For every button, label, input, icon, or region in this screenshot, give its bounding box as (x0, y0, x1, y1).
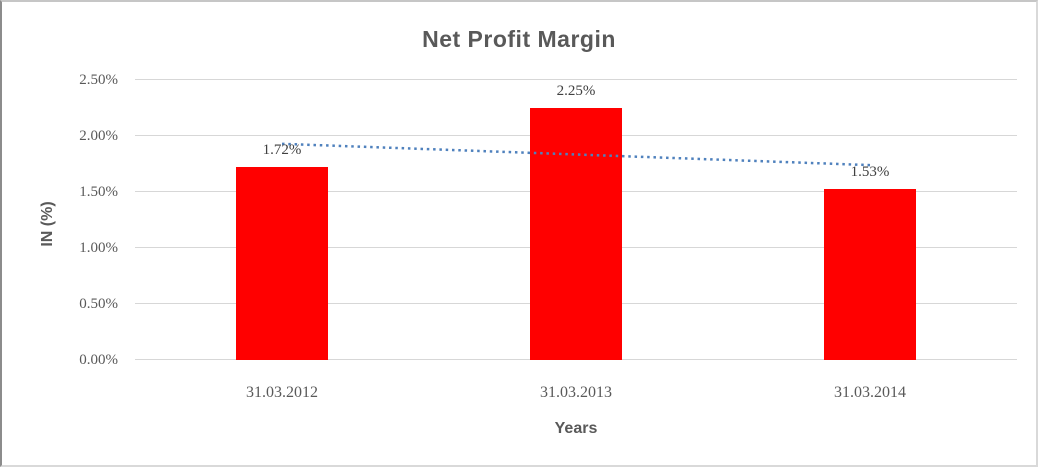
bar (530, 108, 622, 360)
x-tick-label: 31.03.2012 (246, 384, 318, 401)
bar (236, 167, 328, 360)
y-tick-label: 2.50% (79, 72, 118, 88)
x-tick-label: 31.03.2014 (834, 384, 906, 401)
x-axis-title: Years (554, 420, 598, 437)
y-tick-label: 2.00% (79, 128, 118, 144)
bar-data-label: 2.25% (556, 83, 596, 99)
y-tick-label: 1.00% (79, 240, 118, 256)
bar-data-label: 1.53% (850, 163, 890, 180)
y-tick-label: 0.50% (79, 296, 118, 312)
y-tick-label: 1.50% (79, 184, 118, 200)
bar (824, 188, 916, 360)
chart-title: Net Profit Margin (422, 26, 616, 52)
bar-data-label: 1.72% (262, 142, 302, 159)
gridline (135, 79, 1017, 80)
y-tick-label: 0.00% (79, 352, 118, 368)
x-tick-label: 31.03.2013 (540, 384, 612, 401)
